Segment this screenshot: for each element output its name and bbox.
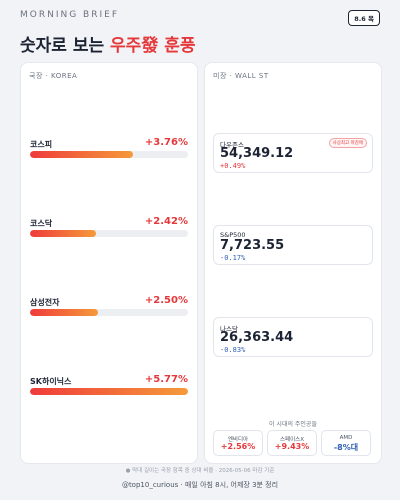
winner-box: AMD -8%대: [321, 430, 371, 456]
bar: [30, 309, 99, 316]
panel-label: 미장 · WALL ST: [213, 72, 269, 80]
footnote: ● 막대 길이는 국장 항목 중 상대 비율 · 2026-05-06 마감 기…: [125, 468, 275, 474]
us-panel: 미장 · WALL ST 이 시대의 주인공들 다우존스 54,349.12 +0.…: [204, 62, 382, 464]
handle: @top10_curious · 매일 아침 8시, 어제장 3분 정리: [121, 481, 279, 489]
winner-box: 엔비디아 +2.56%: [213, 430, 263, 456]
index-card: 다우존스 54,349.12 +0.49% 사상최고 마감에: [213, 133, 373, 173]
index-name: 나스닥: [220, 325, 238, 333]
winner-name: 엔비디아: [227, 437, 249, 443]
item-change: +2.50%: [144, 295, 188, 306]
panel-label: 국장 · KOREA: [29, 72, 78, 80]
index-change: -0.83%: [220, 346, 246, 354]
index-badge: 사상최고 마감에: [328, 138, 367, 148]
bar: [30, 230, 97, 237]
bar-track: [30, 151, 188, 158]
index-card: 나스닥 26,363.44 -0.83%: [213, 317, 373, 357]
title: 숫자로 보는 우주發 훈풍: [20, 31, 196, 56]
item-change: +5.77%: [144, 374, 188, 385]
winner-box: 스페이스X +9.43%: [267, 430, 317, 456]
winner-change: -8%대: [333, 443, 359, 452]
bar-track: [30, 230, 188, 237]
winner-name: 스페이스X: [279, 437, 304, 443]
korea-panel: 국장 · KOREA 코스피 +3.76% 코스닥 +2.42% 삼성전자 +2.50% S…: [20, 62, 198, 464]
winner-change: +9.43%: [274, 442, 310, 451]
index-change: +0.49%: [220, 162, 246, 170]
item-name: 삼성전자: [30, 298, 60, 307]
item-name: 코스닥: [30, 219, 53, 228]
index-price: 7,723.55: [220, 238, 285, 253]
index-price: 54,349.12: [220, 146, 294, 161]
item-change: +3.76%: [144, 137, 188, 148]
date-badge: 8.6 목: [348, 10, 380, 26]
title-text: 숫자로 보는: [20, 36, 111, 56]
bar-track: [30, 309, 188, 316]
index-price: 26,363.44: [220, 330, 294, 345]
title-highlight: 우주發 훈풍: [110, 36, 196, 56]
kicker: MORNING BRIEF: [20, 10, 120, 20]
item-name: 코스피: [30, 140, 53, 149]
bar: [30, 151, 133, 158]
index-change: -0.17%: [220, 254, 246, 262]
winner-name: AMD: [339, 435, 353, 441]
bar: [30, 388, 188, 395]
index-card: S&P500 7,723.55 -0.17%: [213, 225, 373, 265]
bar-track: [30, 388, 188, 395]
index-name: 다우존스: [220, 141, 244, 149]
item-name: SK하이닉스: [30, 377, 72, 386]
winner-change: +2.56%: [220, 442, 256, 451]
index-name: S&P500: [220, 231, 246, 239]
item-change: +2.42%: [144, 216, 188, 227]
winners-label: 이 시대의 주인공들: [269, 421, 317, 428]
